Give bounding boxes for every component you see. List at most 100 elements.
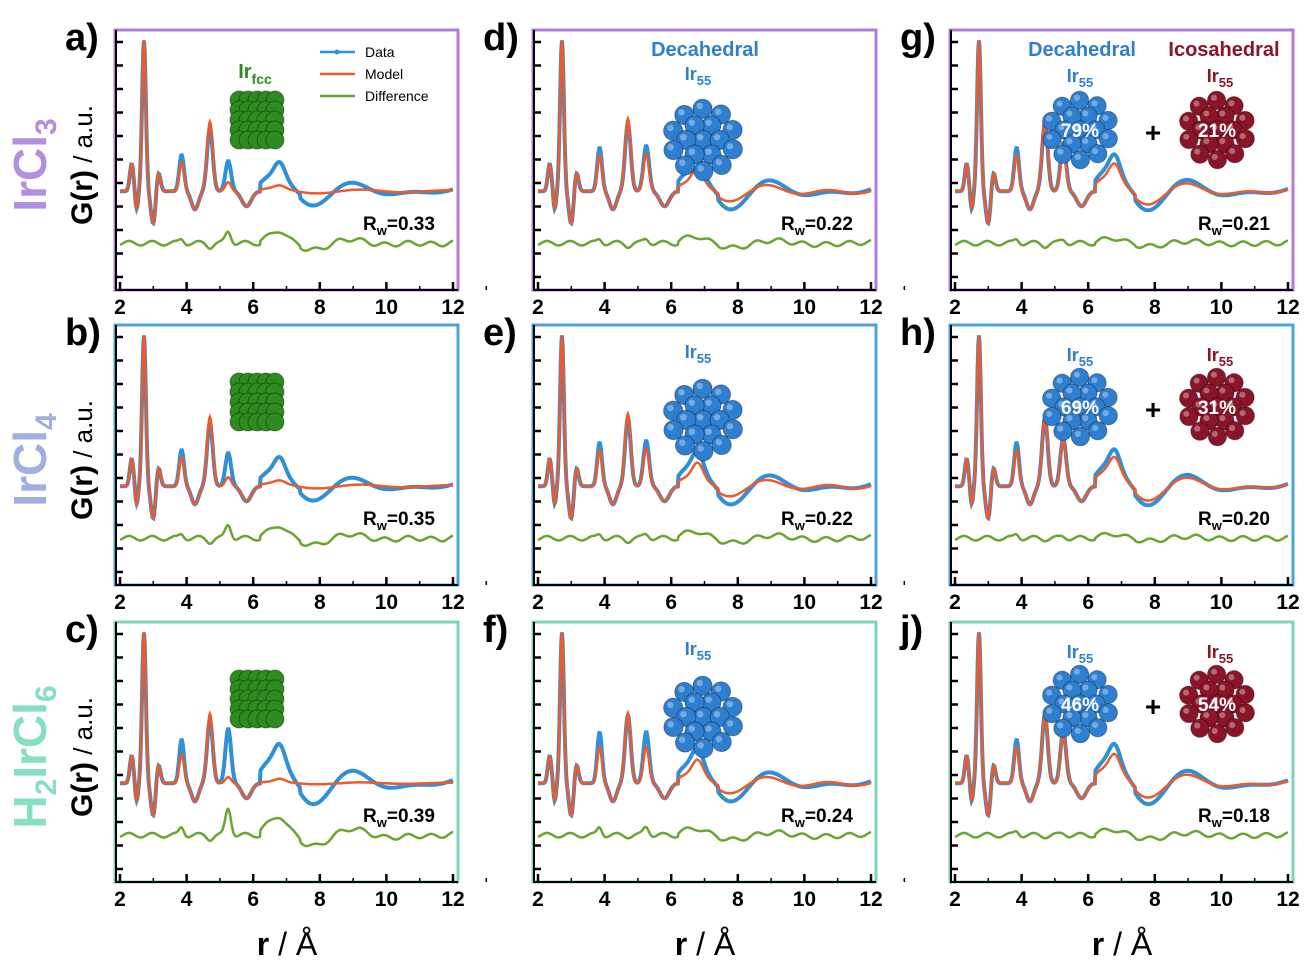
panel-f: f) 2 4 6 8 10 12 Rw=0.24 Ir55 — [483, 609, 906, 911]
atom-highlight — [1082, 387, 1089, 394]
atom — [1053, 144, 1073, 164]
x-tick-label: 12 — [1276, 296, 1299, 319]
atom-highlight — [705, 725, 712, 732]
compound-part: H — [4, 795, 56, 828]
y-axis-label-g: G(r) — [66, 170, 99, 225]
atom-highlight — [1219, 684, 1226, 691]
atom — [674, 435, 696, 456]
structure-label-right-sub: 55 — [1219, 75, 1233, 90]
atom-highlight — [1228, 100, 1235, 107]
atom-highlight — [1066, 387, 1073, 394]
atom-highlight — [679, 736, 686, 743]
atom — [1042, 703, 1062, 724]
atom — [1207, 724, 1228, 744]
atom — [711, 731, 732, 753]
x-axis-label-r: r — [675, 926, 687, 962]
x-tick-label: 6 — [247, 591, 259, 614]
atom-highlight — [667, 701, 674, 709]
atom-highlight — [1058, 698, 1065, 705]
structure-label-sub: 55 — [697, 351, 711, 366]
atom-highlight — [1058, 401, 1065, 408]
structure-label-left-main: Ir — [1067, 642, 1079, 662]
structure-label: Ir55 — [685, 639, 711, 663]
structure-label-right-main: Ir — [1207, 345, 1219, 365]
atom-highlight — [1074, 401, 1081, 408]
structure-label-main: Ir — [685, 342, 697, 362]
atom-highlight — [1045, 689, 1053, 696]
plus-sign: + — [1145, 691, 1161, 722]
rw-label: Rw=0.21 — [1198, 214, 1270, 238]
structure-label: Ir55 — [685, 342, 711, 366]
atom-highlight — [726, 720, 734, 727]
atom-highlight — [679, 159, 686, 166]
x-axis-label-r: r — [257, 926, 269, 962]
atom-highlight — [679, 439, 686, 446]
decahedral-cluster: 46% — [1042, 664, 1118, 744]
structure-label-left: Ir55 — [1067, 345, 1093, 369]
x-tick-label: 6 — [247, 296, 259, 319]
structure-label-main: Ir — [685, 639, 697, 659]
atom-highlight — [1228, 674, 1235, 681]
panel-frame — [948, 323, 1295, 587]
x-tick-label: 10 — [1210, 888, 1233, 911]
atom — [684, 395, 705, 416]
structure-label-left-sub: 55 — [1079, 354, 1093, 369]
panel-frame — [113, 28, 460, 292]
atom-highlight — [680, 414, 687, 421]
atom-highlight — [1227, 401, 1234, 408]
atom — [722, 716, 743, 737]
atom-highlight — [1091, 100, 1098, 107]
atom-highlight — [1056, 377, 1063, 384]
compound-part: 3 — [30, 118, 63, 135]
structure-label-right-sub: 55 — [1219, 354, 1233, 369]
x-tick-label: 8 — [1149, 591, 1161, 614]
atom-highlight — [1182, 392, 1190, 399]
atom-highlight — [667, 144, 674, 151]
atom-highlight — [667, 424, 674, 431]
atom-highlight — [1211, 153, 1218, 161]
atom-highlight — [1182, 115, 1190, 122]
panel-letter: b) — [65, 312, 101, 354]
x-tick-label: 10 — [793, 888, 816, 911]
rw-r: R — [363, 509, 377, 530]
icosahedral-cluster: 21% — [1179, 90, 1255, 170]
x-tick-label: 6 — [665, 296, 677, 319]
x-tick-label: 4 — [599, 591, 611, 614]
panel-letter: e) — [483, 312, 517, 354]
y-axis-label-unit: / a.u. — [68, 400, 98, 465]
atom — [692, 98, 713, 119]
icosahedral-cluster: 31% — [1179, 367, 1255, 447]
series-difference — [954, 236, 1289, 250]
compound-part: 4 — [30, 413, 63, 430]
atom — [265, 130, 285, 150]
series-model — [955, 632, 1289, 818]
atom-highlight — [1092, 425, 1099, 432]
atom-highlight — [705, 399, 712, 406]
x-tick-label: 12 — [1276, 591, 1299, 614]
structure-label-right-sub: 55 — [1219, 651, 1233, 666]
atom-highlight — [1045, 392, 1053, 399]
panel-c: c) 2 4 6 8 10 12 Rw=0.39 — [65, 609, 488, 911]
x-tick-label: 10 — [375, 888, 398, 911]
atom — [1098, 406, 1118, 426]
atom-highlight — [1203, 415, 1210, 422]
rw-sub: w — [376, 518, 388, 533]
structure-label-right-main: Ir — [1207, 642, 1219, 662]
series-model — [538, 632, 872, 818]
legend-entry: Data — [365, 44, 395, 60]
atom — [1088, 421, 1108, 441]
x-tick-label: 10 — [1210, 296, 1233, 319]
atom-highlight — [1227, 698, 1234, 705]
y-axis-label-g: G(r) — [66, 762, 99, 817]
atom — [693, 161, 714, 182]
series-model — [955, 335, 1289, 521]
series-difference — [537, 234, 872, 250]
compound-part: 2 — [30, 779, 63, 796]
x-axis-label: r / Å — [675, 926, 736, 962]
x-axis-label-r: r — [1092, 926, 1104, 962]
atom-highlight — [1203, 110, 1210, 117]
atom-highlight — [1082, 712, 1089, 719]
x-axis-label: r / Å — [257, 926, 318, 962]
series-difference — [537, 825, 872, 842]
atom — [684, 692, 705, 713]
